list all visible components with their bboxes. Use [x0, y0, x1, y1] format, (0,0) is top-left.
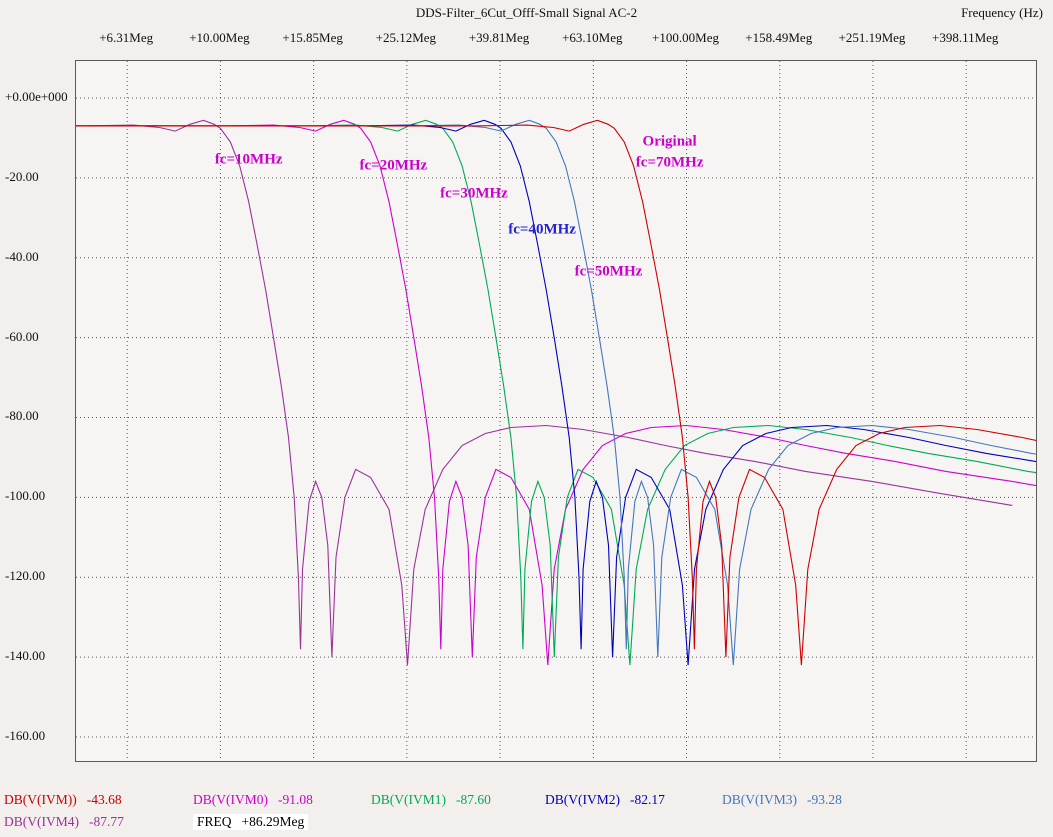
trace-fc-10mhz	[76, 119, 1013, 666]
legend-item-db-v-ivm4: DB(V(IVM4) -87.77	[4, 814, 124, 830]
plot-area[interactable]: fc=10MHz fc=20MHz fc=30MHz fc=40MHz fc=50MHz…	[75, 60, 1037, 762]
curve-label-fc-30mhz: fc=30MHz	[440, 185, 508, 202]
legend-trace-value: +86.29Meg	[241, 814, 305, 829]
x-tick-label: +251.19Meg	[838, 30, 906, 45]
legend-item-db-v-ivm3: DB(V(IVM3) -93.28	[722, 792, 842, 808]
y-tick-label: -60.00	[5, 328, 39, 344]
y-tick-label: -100.00	[5, 488, 46, 504]
x-tick-label: +100.00Meg	[652, 30, 719, 45]
x-tick-label: +6.31Meg	[99, 30, 154, 45]
legend-item-db-v-ivm1: DB(V(IVM1) -87.60	[371, 792, 491, 808]
x-tick-label: +158.49Meg	[745, 30, 813, 45]
legend-trace-name: DB(V(IVM0)	[193, 792, 268, 807]
legend-trace-value: -91.08	[278, 792, 313, 807]
x-axis-unit-label: Frequency (Hz)	[961, 5, 1043, 20]
y-tick-label: -160.00	[5, 728, 46, 744]
x-tick-label: +25.12Meg	[375, 30, 437, 45]
legend-trace-name: DB(V(IVM1)	[371, 792, 446, 807]
x-tick-label: +15.85Meg	[282, 30, 343, 45]
y-tick-label: -20.00	[5, 168, 39, 184]
legend-trace-value: -82.17	[630, 792, 665, 807]
legend-trace-value: -43.68	[86, 792, 122, 807]
x-tick-label: +10.00Meg	[189, 30, 250, 45]
curve-label-original: Original	[642, 133, 697, 150]
legend-trace-value: -87.60	[456, 792, 491, 807]
x-tick-label: +398.11Meg	[931, 30, 999, 45]
legend-item-freq: FREQ +86.29Meg	[193, 814, 309, 830]
waveform-canvas	[76, 61, 1036, 761]
y-tick-label: -80.00	[5, 408, 39, 424]
y-tick-label: -140.00	[5, 648, 46, 664]
legend-item-db-v-ivm0: DB(V(IVM0) -91.08	[193, 792, 313, 808]
x-tick-label: +63.10Meg	[562, 30, 623, 45]
curve-label-fc-10mhz: fc=10MHz	[214, 151, 283, 168]
trace-fc-40mhz	[76, 119, 1036, 666]
trace-fc-20mhz	[76, 119, 1036, 666]
legend-item-db-v-ivm: DB(V(IVM)) -43.68	[4, 792, 122, 808]
y-tick-label: -120.00	[5, 568, 46, 584]
legend-trace-name: DB(V(IVM2)	[545, 792, 620, 807]
trace-original-fc-70mhz	[76, 119, 1036, 666]
y-tick-label: -40.00	[5, 248, 39, 264]
curve-label-fc-50mhz: fc=50MHz	[574, 263, 643, 280]
trace-fc-50mhz	[76, 119, 1036, 666]
y-tick-label: +0.00e+000	[5, 88, 68, 104]
legend-trace-name: DB(V(IVM4)	[4, 814, 79, 829]
curve-label-fc-70mhz: fc=70MHz	[635, 154, 704, 171]
plot-title: DDS-Filter_6Cut_Offf-Small Signal AC-2	[415, 5, 638, 20]
legend-trace-value: -87.77	[89, 814, 124, 829]
legend-trace-value: -93.28	[807, 792, 842, 807]
legend-trace-name: FREQ	[197, 814, 232, 829]
curve-label-fc-40mhz: fc=40MHz	[508, 221, 576, 238]
trace-legend: DB(V(IVM)) -43.68 DB(V(IVM0) -91.08 DB(V(IVM…	[0, 792, 1053, 837]
legend-trace-name: DB(V(IVM3)	[722, 792, 797, 807]
legend-trace-name: DB(V(IVM))	[4, 792, 77, 807]
x-tick-label: +39.81Meg	[468, 30, 530, 45]
curve-label-fc-20mhz: fc=20MHz	[359, 157, 428, 174]
trace-fc-30mhz	[76, 119, 1036, 666]
legend-item-db-v-ivm2: DB(V(IVM2) -82.17	[545, 792, 665, 808]
